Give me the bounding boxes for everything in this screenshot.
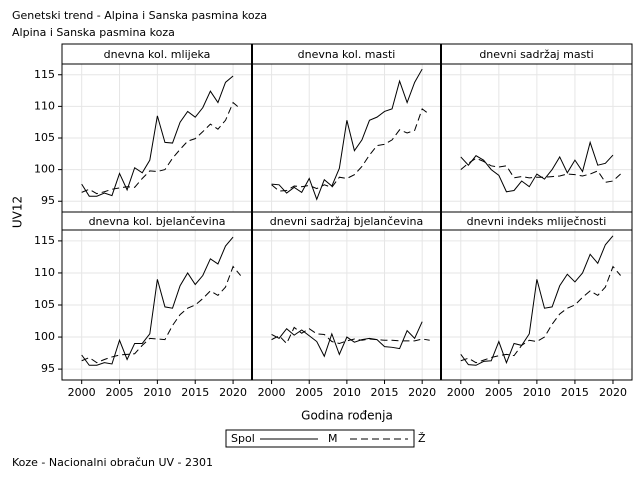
y-tick-label: 105 bbox=[34, 131, 55, 144]
panel-title: dnevna kol. masti bbox=[298, 48, 396, 61]
page-subtitle: Alpina i Sanska pasmina koza bbox=[12, 26, 175, 39]
x-axis-label: Godina rođenja bbox=[301, 409, 393, 423]
x-tick-label: 2020 bbox=[219, 386, 247, 399]
x-tick-label: 2000 bbox=[68, 386, 96, 399]
series-line: Ž bbox=[271, 326, 430, 345]
series-line: M bbox=[271, 321, 423, 358]
x-tick-label: 2020 bbox=[599, 386, 627, 399]
series-line: M bbox=[460, 140, 614, 193]
panel-title: dnevni sadržaj bjelančevina bbox=[270, 215, 423, 228]
y-tick-label: 95 bbox=[41, 362, 55, 375]
series-line: Ž bbox=[460, 157, 621, 183]
series-line: M bbox=[460, 235, 614, 366]
y-tick-label: 95 bbox=[41, 194, 55, 207]
x-tick-label: 2005 bbox=[295, 386, 323, 399]
series-line bbox=[81, 75, 234, 197]
x-tick-label: 2010 bbox=[143, 386, 171, 399]
series-line: M bbox=[81, 236, 234, 366]
y-axis-label: UV12 bbox=[11, 196, 25, 228]
legend-title: Spol bbox=[231, 432, 255, 445]
x-tick-label: 2015 bbox=[561, 386, 589, 399]
legend-label: Ž bbox=[418, 432, 426, 445]
y-tick-label: 105 bbox=[34, 298, 55, 311]
legend-box bbox=[225, 429, 415, 448]
series-line: M bbox=[271, 68, 423, 201]
legend-label: M bbox=[328, 432, 338, 445]
x-tick-label: 2015 bbox=[181, 386, 209, 399]
series-line bbox=[81, 101, 241, 195]
series-line: Ž bbox=[81, 265, 242, 364]
y-tick-label: 115 bbox=[34, 68, 55, 81]
x-tick-label: 2010 bbox=[333, 386, 361, 399]
y-tick-label: 100 bbox=[34, 163, 55, 176]
x-tick-label: 2005 bbox=[106, 386, 134, 399]
x-tick-label: 2000 bbox=[447, 386, 475, 399]
panel-title: dnevna kol. bjelančevina bbox=[89, 215, 226, 228]
x-tick-label: 2015 bbox=[371, 386, 399, 399]
footnote: Koze - Nacionalni obračun UV - 2301 bbox=[12, 456, 213, 469]
x-tick-label: 2000 bbox=[258, 386, 286, 399]
series-line: Ž bbox=[271, 108, 431, 192]
panel-title: dnevni indeks mliječnosti bbox=[467, 215, 607, 228]
y-tick-label: 110 bbox=[34, 266, 55, 279]
y-tick-label: 100 bbox=[34, 330, 55, 343]
y-tick-label: 115 bbox=[34, 234, 55, 247]
x-tick-label: 2020 bbox=[408, 386, 436, 399]
series-line: Ž bbox=[460, 265, 621, 364]
y-tick-label: 110 bbox=[34, 99, 55, 112]
x-tick-label: 2010 bbox=[523, 386, 551, 399]
page-title: Genetski trend - Alpina i Sanska pasmina… bbox=[12, 9, 267, 22]
x-tick-label: 2005 bbox=[485, 386, 513, 399]
panel-title: dnevni sadržaj masti bbox=[479, 48, 593, 61]
panel-title: dnevna kol. mlijeka bbox=[104, 48, 211, 61]
